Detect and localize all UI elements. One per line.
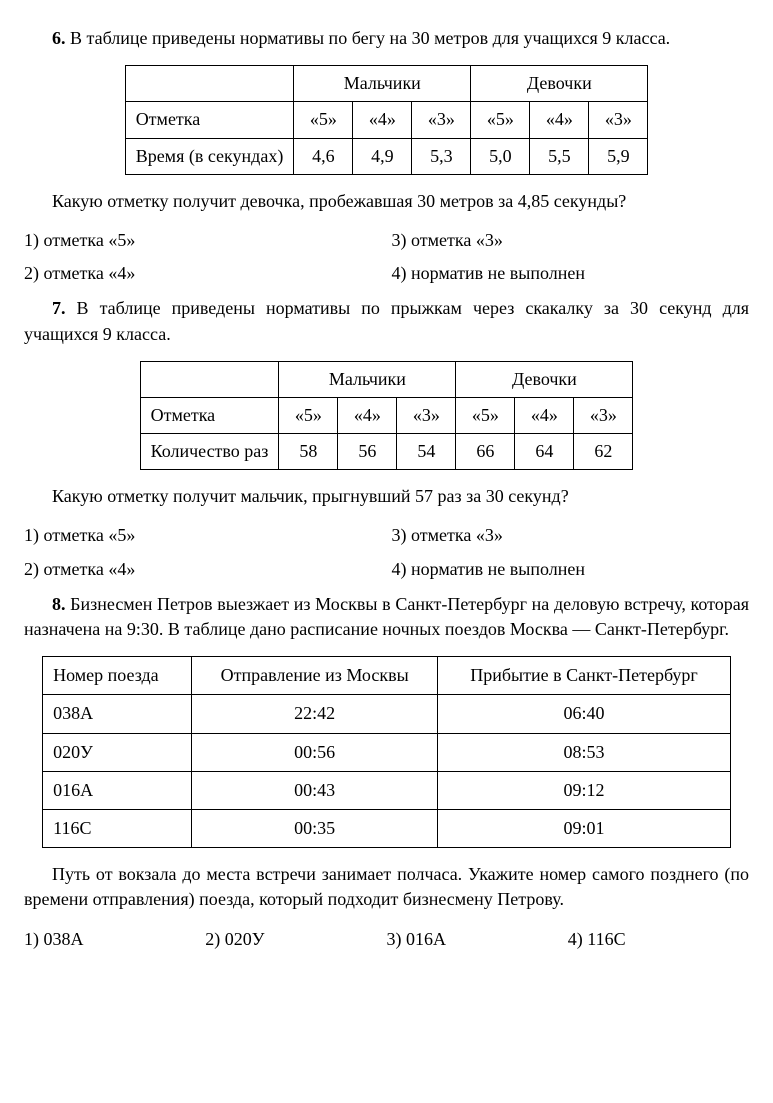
- header-girls: Девочки: [471, 66, 648, 102]
- option-3: 3) отметка «3»: [392, 519, 750, 552]
- option-2: 2) отметка «4»: [24, 553, 382, 586]
- header-boys: Мальчики: [279, 361, 456, 397]
- count-cell: 56: [338, 434, 397, 470]
- mark-cell: «4»: [515, 397, 574, 433]
- row-mark-label: Отметка: [140, 397, 279, 433]
- option-1: 1) отметка «5»: [24, 224, 382, 257]
- option-4: 4) 116С: [568, 923, 749, 956]
- problem-7-question: Какую отметку получит мальчик, прыгнувши…: [24, 484, 749, 509]
- cell-empty: [125, 66, 294, 102]
- mark-cell: «5»: [471, 102, 530, 138]
- problem-8-options: 1) 038А 2) 020У 3) 016А 4) 116С: [24, 923, 749, 956]
- option-2: 2) 020У: [205, 923, 386, 956]
- mark-cell: «3»: [412, 102, 471, 138]
- time-cell: 5,0: [471, 138, 530, 174]
- table-row: 038А 22:42 06:40: [43, 695, 731, 733]
- time-cell: 4,6: [294, 138, 353, 174]
- table-8: Номер поезда Отправление из Москвы Прибы…: [42, 656, 731, 848]
- depart-cell: 22:42: [192, 695, 438, 733]
- option-4: 4) норматив не выполнен: [392, 257, 750, 290]
- header-girls: Девочки: [456, 361, 633, 397]
- mark-cell: «4»: [338, 397, 397, 433]
- count-cell: 66: [456, 434, 515, 470]
- cell-empty: [140, 361, 279, 397]
- table-row: 116С 00:35 09:01: [43, 809, 731, 847]
- mark-cell: «3»: [397, 397, 456, 433]
- header-arrive: Прибытие в Санкт-Петербург: [438, 657, 731, 695]
- mark-cell: «5»: [456, 397, 515, 433]
- problem-number: 7.: [52, 298, 66, 318]
- problem-7-options: 1) отметка «5» 3) отметка «3» 2) отметка…: [24, 519, 749, 585]
- train-cell: 116С: [43, 809, 192, 847]
- time-cell: 5,9: [589, 138, 648, 174]
- problem-number: 6.: [52, 28, 66, 48]
- problem-6-intro: 6. В таблице приведены нормативы по бегу…: [24, 26, 749, 51]
- mark-cell: «4»: [353, 102, 412, 138]
- option-3: 3) отметка «3»: [392, 224, 750, 257]
- table-row: 020У 00:56 08:53: [43, 733, 731, 771]
- problem-number: 8.: [52, 594, 66, 614]
- train-cell: 016А: [43, 771, 192, 809]
- depart-cell: 00:43: [192, 771, 438, 809]
- mark-cell: «5»: [279, 397, 338, 433]
- train-cell: 038А: [43, 695, 192, 733]
- mark-cell: «3»: [574, 397, 633, 433]
- arrive-cell: 09:12: [438, 771, 731, 809]
- option-3: 3) 016А: [387, 923, 568, 956]
- count-cell: 62: [574, 434, 633, 470]
- problem-text: Бизнесмен Петров выезжает из Москвы в Са…: [24, 594, 749, 639]
- count-cell: 54: [397, 434, 456, 470]
- mark-cell: «3»: [589, 102, 648, 138]
- problem-6-question: Какую отметку получит девочка, пробежавш…: [24, 189, 749, 214]
- table-row: 016А 00:43 09:12: [43, 771, 731, 809]
- count-cell: 58: [279, 434, 338, 470]
- arrive-cell: 08:53: [438, 733, 731, 771]
- count-cell: 64: [515, 434, 574, 470]
- time-cell: 4,9: [353, 138, 412, 174]
- arrive-cell: 06:40: [438, 695, 731, 733]
- arrive-cell: 09:01: [438, 809, 731, 847]
- row-count-label: Количество раз: [140, 434, 279, 470]
- problem-8-intro: 8. Бизнесмен Петров выезжает из Москвы в…: [24, 592, 749, 642]
- mark-cell: «4»: [530, 102, 589, 138]
- table-7: Мальчики Девочки Отметка «5» «4» «3» «5»…: [140, 361, 634, 471]
- time-cell: 5,5: [530, 138, 589, 174]
- depart-cell: 00:35: [192, 809, 438, 847]
- header-train: Номер поезда: [43, 657, 192, 695]
- mark-cell: «5»: [294, 102, 353, 138]
- option-4: 4) норматив не выполнен: [392, 553, 750, 586]
- depart-cell: 00:56: [192, 733, 438, 771]
- problem-text: В таблице приведены нормативы по бегу на…: [70, 28, 670, 48]
- table-6: Мальчики Девочки Отметка «5» «4» «3» «5»…: [125, 65, 649, 175]
- option-2: 2) отметка «4»: [24, 257, 382, 290]
- problem-6-options: 1) отметка «5» 3) отметка «3» 2) отметка…: [24, 224, 749, 290]
- option-1: 1) 038А: [24, 923, 205, 956]
- header-boys: Мальчики: [294, 66, 471, 102]
- problem-8-post: Путь от вокзала до места встречи занимае…: [24, 862, 749, 912]
- header-depart: Отправление из Москвы: [192, 657, 438, 695]
- problem-text: В таблице приведены нормативы по прыжкам…: [24, 298, 749, 343]
- problem-7-intro: 7. В таблице приведены нормативы по прыж…: [24, 296, 749, 346]
- row-time-label: Время (в секундах): [125, 138, 294, 174]
- time-cell: 5,3: [412, 138, 471, 174]
- train-cell: 020У: [43, 733, 192, 771]
- row-mark-label: Отметка: [125, 102, 294, 138]
- option-1: 1) отметка «5»: [24, 519, 382, 552]
